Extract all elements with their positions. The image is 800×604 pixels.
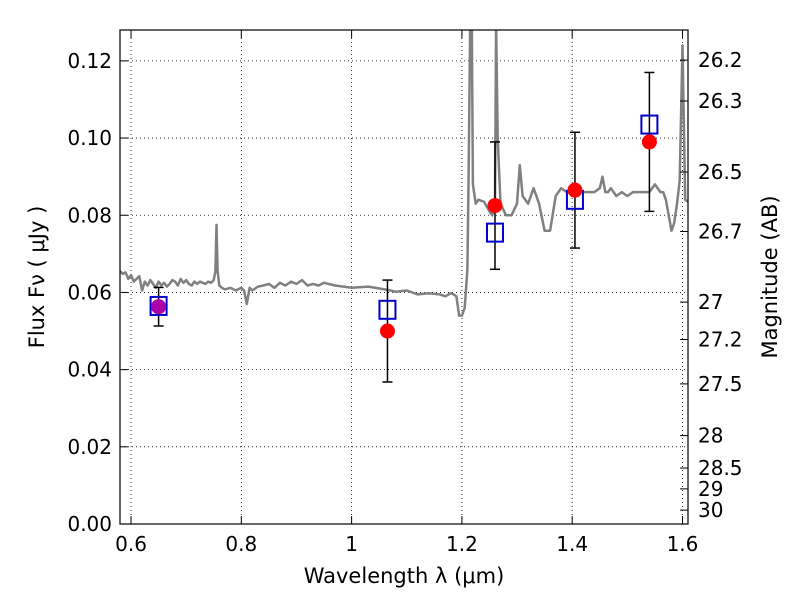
observed-circle-marker-special bbox=[151, 299, 167, 315]
data-layer bbox=[120, 30, 688, 383]
y-axis-label: Flux Fν ( μJy ) bbox=[25, 206, 49, 349]
y2-tick-label: 26.2 bbox=[698, 48, 743, 72]
y-tick-label: 0.08 bbox=[67, 203, 112, 227]
y2-tick-label: 28 bbox=[698, 424, 723, 448]
spectrum-line bbox=[120, 30, 688, 317]
y2-axis-label: Magnitude (AB) bbox=[758, 195, 782, 358]
y2-tick-label: 26.5 bbox=[698, 160, 743, 184]
plot-frame bbox=[119, 29, 689, 525]
y2-tick-label: 30 bbox=[698, 498, 723, 522]
observed-circle-marker bbox=[567, 182, 583, 198]
y2-tick-label: 27.5 bbox=[698, 372, 743, 396]
y-tick-label: 0.02 bbox=[67, 435, 112, 459]
y-tick-label: 0.04 bbox=[67, 358, 112, 382]
x-axis-label: Wavelength λ (μm) bbox=[304, 564, 505, 588]
x-tick-label: 1.6 bbox=[667, 532, 699, 556]
model-square-marker bbox=[640, 114, 659, 135]
y2-tick-label: 26.7 bbox=[698, 219, 743, 243]
y-tick-label: 0.00 bbox=[67, 512, 112, 536]
model-square-marker bbox=[378, 299, 397, 320]
y-tick-label: 0.10 bbox=[67, 126, 112, 150]
x-tick-label: 1.2 bbox=[446, 532, 478, 556]
model-square-marker bbox=[149, 295, 168, 316]
plot-background bbox=[120, 30, 688, 524]
y2-tick-label: 28.5 bbox=[698, 456, 743, 480]
y2-tick-label: 26.3 bbox=[698, 89, 743, 113]
y2-tick-label: 29 bbox=[698, 477, 723, 501]
y-tick-label: 0.06 bbox=[67, 280, 112, 304]
x-tick-label: 1.4 bbox=[556, 532, 588, 556]
observed-circle-marker bbox=[487, 198, 503, 214]
observed-circle-marker bbox=[379, 323, 395, 339]
x-tick-label: 0.6 bbox=[115, 532, 147, 556]
model-square-marker bbox=[485, 222, 504, 243]
y2-tick-label: 27.2 bbox=[698, 328, 743, 352]
x-tick-label: 1 bbox=[345, 532, 358, 556]
y-tick-label: 0.12 bbox=[67, 49, 112, 73]
ticks: 0.6 0.8 1 1.2 1.4 1.6 0.00 0.02 0.04 0.06 0.08 0.10… bbox=[67, 30, 743, 556]
x-tick-label: 0.8 bbox=[225, 532, 257, 556]
observed-circle-marker bbox=[641, 134, 657, 150]
y2-tick-label: 27 bbox=[698, 290, 723, 314]
